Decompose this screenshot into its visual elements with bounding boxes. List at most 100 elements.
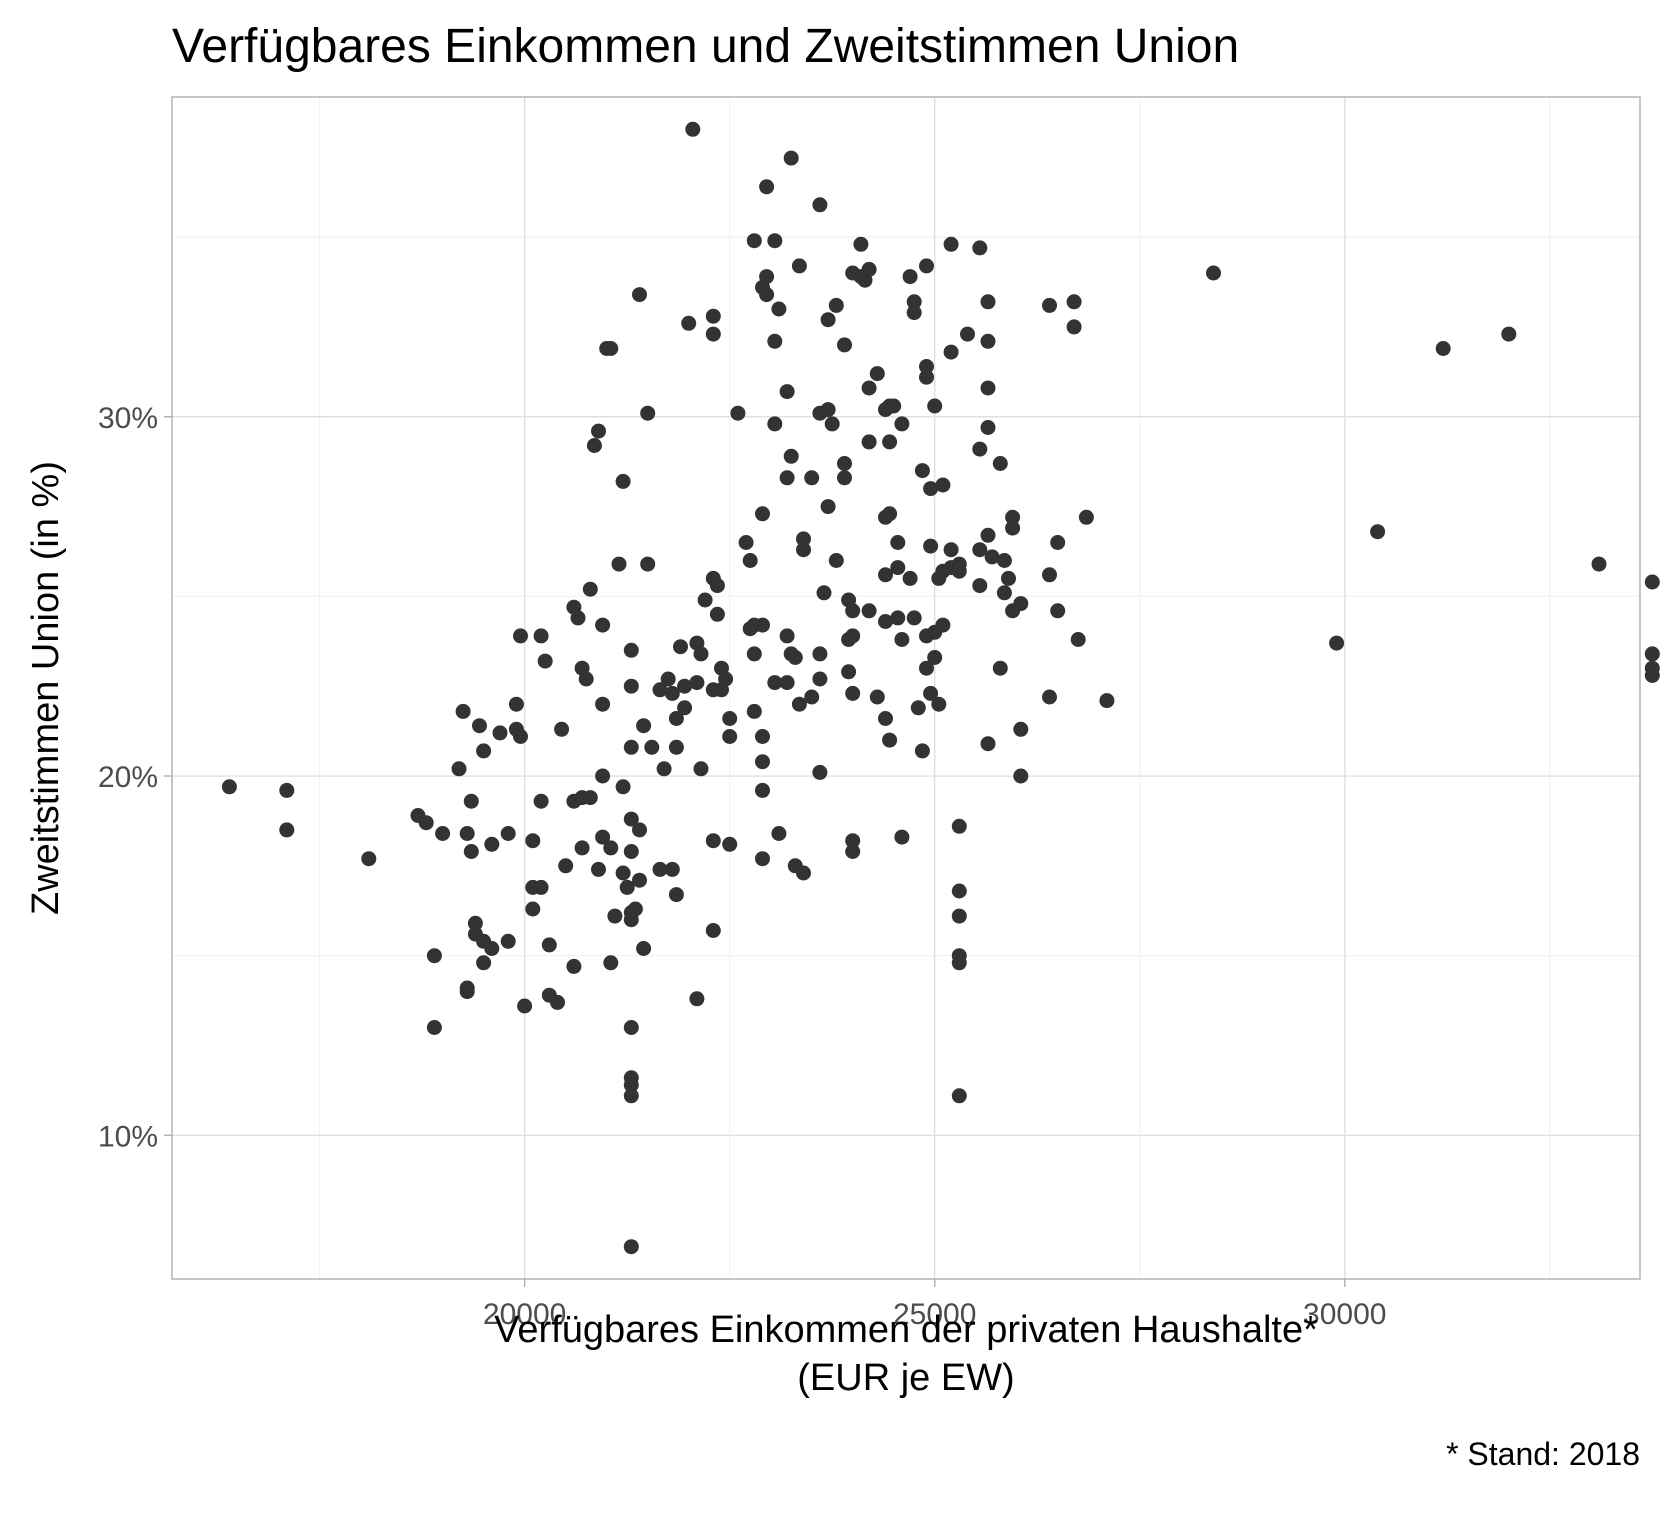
data-point [1066,319,1082,335]
data-point [812,646,828,662]
x-axis-title-line-2: (EUR je EW) [797,1357,1014,1399]
data-point [906,305,922,321]
data-point [492,725,508,741]
data-point [705,923,721,938]
data-point [533,628,549,644]
data-point [984,549,1000,565]
data-point [677,678,693,694]
data-point [951,818,967,834]
data-point [525,833,541,849]
data-point [677,700,693,716]
data-point [1435,341,1451,356]
data-point [882,434,898,450]
data-point [960,326,975,342]
data-point [853,236,869,252]
data-point [746,703,762,719]
y-tick-label: 20% [98,761,158,794]
data-point [910,700,926,716]
chart-title: Verfügbares Einkommen und Zweitstimmen U… [172,20,1239,73]
data-point [279,782,295,798]
data-point [894,829,910,845]
data-point [574,840,590,856]
data-point [816,585,832,601]
data-point [878,614,893,629]
data-point [767,333,783,349]
data-point [730,405,746,421]
data-point [472,718,487,734]
data-point [980,380,996,396]
data-point [463,844,479,859]
data-point [755,851,770,867]
data-point [685,121,701,137]
data-point [746,646,762,662]
data-point [759,287,775,303]
data-point [476,955,492,971]
data-point [894,632,910,647]
data-point [837,456,852,471]
data-point [804,470,820,486]
data-point [623,844,639,859]
plot-panel [171,96,1641,1280]
data-point [627,901,643,917]
data-point [759,179,775,195]
data-point [755,506,770,522]
data-point [640,405,656,421]
data-point [484,836,500,852]
data-point [664,685,680,701]
data-point [902,269,918,285]
data-point [779,384,795,400]
data-point [697,592,713,608]
data-point [812,197,828,213]
y-axis: 10% 20% 30% [98,402,172,1153]
data-point [951,908,967,924]
data-point [980,333,996,349]
y-tick-label: 30% [98,402,158,435]
data-point [796,865,811,881]
data-point [632,872,647,888]
data-point [664,861,680,877]
data-point [640,556,656,572]
data-point [426,948,442,964]
data-point [1050,535,1066,550]
data-point [923,538,939,554]
data-point [755,617,770,633]
data-point [537,653,553,669]
data-point [467,915,483,931]
data-point [636,941,652,956]
data-point [755,754,770,770]
data-point [689,991,705,1007]
data-point [951,883,967,899]
data-point [1066,294,1082,310]
data-point [221,779,237,795]
data-point [693,646,709,662]
data-point [779,675,795,691]
y-axis-title: Zweitstimmen Union (in %) [25,461,67,915]
data-point [927,650,943,665]
data-point [722,711,738,726]
data-point [1644,667,1660,683]
data-point [812,671,828,687]
data-point [767,416,783,432]
data-point [1070,632,1086,647]
data-point [972,578,988,594]
data-point [623,1239,639,1255]
data-point [861,434,877,450]
data-point [796,542,811,558]
data-point [279,822,295,838]
data-point [435,826,451,841]
data-point [890,535,906,550]
data-point [1042,689,1057,705]
data-point [623,1077,639,1093]
data-point [755,782,770,798]
x-axis: 20000 25000 30000 [483,1279,1386,1331]
data-point [623,642,639,658]
data-point [919,660,934,676]
data-point [533,879,549,895]
data-point [812,764,828,780]
data-point [820,312,836,328]
x-tick-label: 20000 [483,1298,566,1331]
data-point [820,499,836,515]
data-point [914,463,930,479]
data-point [1001,570,1016,586]
data-point [837,470,852,486]
